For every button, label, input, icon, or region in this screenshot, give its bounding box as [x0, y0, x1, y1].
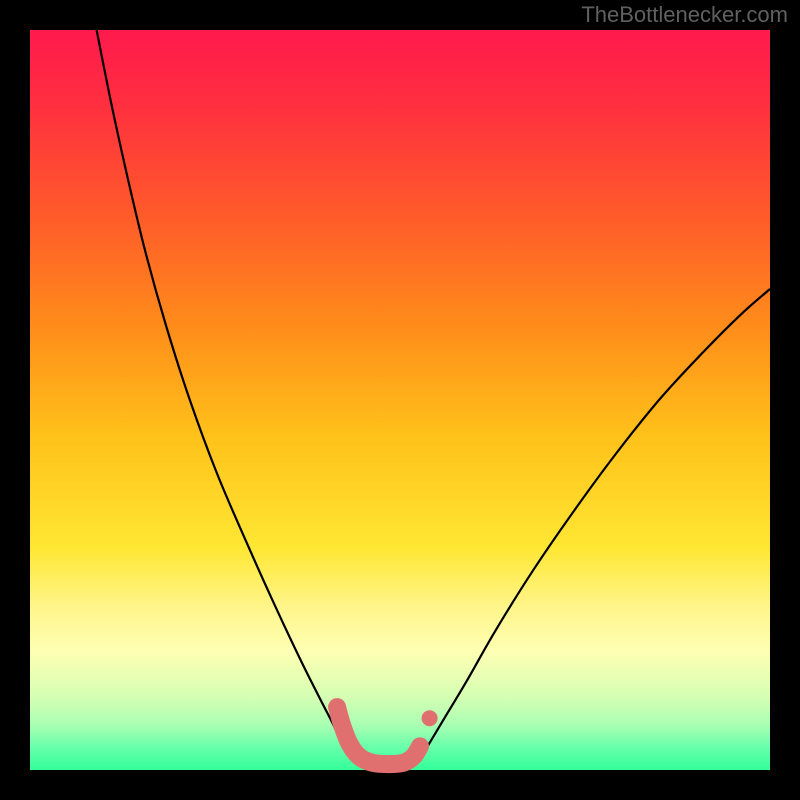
- source-watermark: TheBottlenecker.com: [581, 2, 788, 27]
- pink-overlay-dot: [422, 710, 438, 726]
- chart-canvas: TheBottlenecker.com: [0, 0, 800, 800]
- bottleneck-chart: TheBottlenecker.com: [0, 0, 800, 800]
